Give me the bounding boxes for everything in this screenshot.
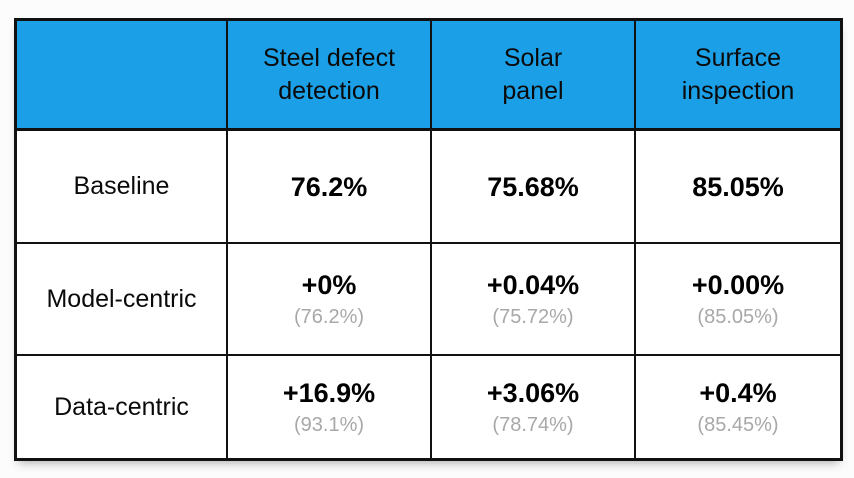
cell-subvalue: (85.45%) <box>697 413 779 436</box>
row-label-text: Baseline <box>73 172 170 200</box>
row-label-text: Data-centric <box>54 392 189 421</box>
cell-subvalue: (93.1%) <box>293 413 365 436</box>
cell-value: +0.4% <box>699 377 777 408</box>
cell-baseline-steel: 76.2% <box>228 131 432 244</box>
cell-data-centric-solar: +3.06% (78.74%) <box>432 356 636 458</box>
header-label-line: inspection <box>681 76 795 105</box>
cell-value: 76.2% <box>290 171 368 202</box>
cell-value: 85.05% <box>692 171 784 202</box>
cell-model-centric-solar: +0.04% (75.72%) <box>432 244 636 356</box>
header-col-steel-defect-detection: Steel defect detection <box>228 21 432 131</box>
header-label-line: panel <box>502 76 564 105</box>
cell-subvalue: (75.72%) <box>492 305 574 328</box>
header-corner-cell <box>17 21 228 131</box>
cell-value: +0.04% <box>486 269 580 300</box>
cell-data-centric-steel: +16.9% (93.1%) <box>228 356 432 458</box>
row-label-text: Model-centric <box>46 284 197 313</box>
cell-baseline-surface: 85.05% <box>636 131 840 244</box>
cell-data-centric-surface: +0.4% (85.45%) <box>636 356 840 458</box>
cell-baseline-solar: 75.68% <box>432 131 636 244</box>
cell-model-centric-steel: +0% (76.2%) <box>228 244 432 356</box>
cell-subvalue: (76.2%) <box>293 305 365 328</box>
row-label-model-centric: Model-centric <box>17 244 228 356</box>
header-col-solar-panel: Solar panel <box>432 21 636 131</box>
header-label-line: Steel defect <box>262 43 396 72</box>
cell-value: +16.9% <box>282 377 376 408</box>
cell-subvalue: (85.05%) <box>697 305 779 328</box>
results-table: Steel defect detection Solar panel Surfa… <box>14 18 843 461</box>
cell-value: +0.00% <box>691 269 785 300</box>
row-label-baseline: Baseline <box>17 131 228 244</box>
header-label-line: Solar <box>503 43 563 72</box>
cell-subvalue: (78.74%) <box>492 413 574 436</box>
cell-value: +0% <box>301 269 357 300</box>
cell-value: 75.68% <box>487 171 579 202</box>
header-label-line: detection <box>278 76 380 105</box>
row-label-data-centric: Data-centric <box>17 356 228 458</box>
cell-model-centric-surface: +0.00% (85.05%) <box>636 244 840 356</box>
cell-value: +3.06% <box>486 377 580 408</box>
header-label-line: Surface <box>694 43 782 72</box>
header-col-surface-inspection: Surface inspection <box>636 21 840 131</box>
